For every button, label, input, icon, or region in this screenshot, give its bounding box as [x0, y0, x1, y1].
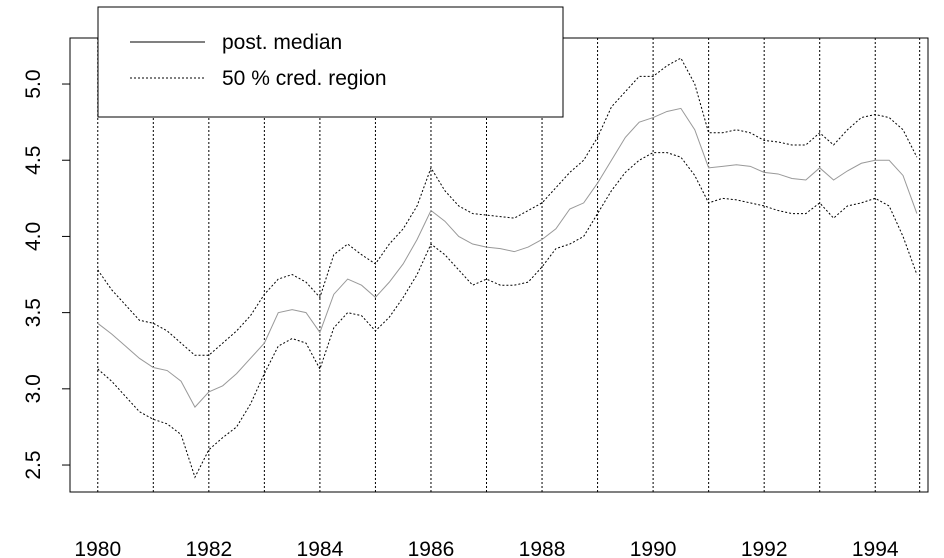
legend-label: post. median: [222, 31, 342, 54]
y-tick-label: 3.0: [22, 374, 45, 403]
series-line: [97, 107, 918, 408]
x-tick-label: 1982: [185, 538, 232, 558]
series-line: [97, 152, 918, 479]
series-line: [97, 57, 918, 356]
y-tick-label: 2.5: [22, 450, 45, 479]
legend-label: 50 % cred. region: [222, 67, 387, 90]
x-tick-label: 1994: [852, 538, 899, 558]
x-tick-label: 1980: [74, 538, 121, 558]
y-tick-label: 4.5: [22, 146, 45, 175]
x-tick-label: 1992: [741, 538, 788, 558]
x-tick-label: 1986: [408, 538, 455, 558]
y-tick-label: 4.0: [22, 222, 45, 251]
y-tick-label: 3.5: [22, 298, 45, 327]
x-tick-label: 1990: [630, 538, 677, 558]
x-tick-label: 1988: [519, 538, 566, 558]
x-tick-label: 1984: [297, 538, 344, 558]
legend-box: [97, 6, 564, 118]
y-tick-label: 5.0: [22, 69, 45, 98]
